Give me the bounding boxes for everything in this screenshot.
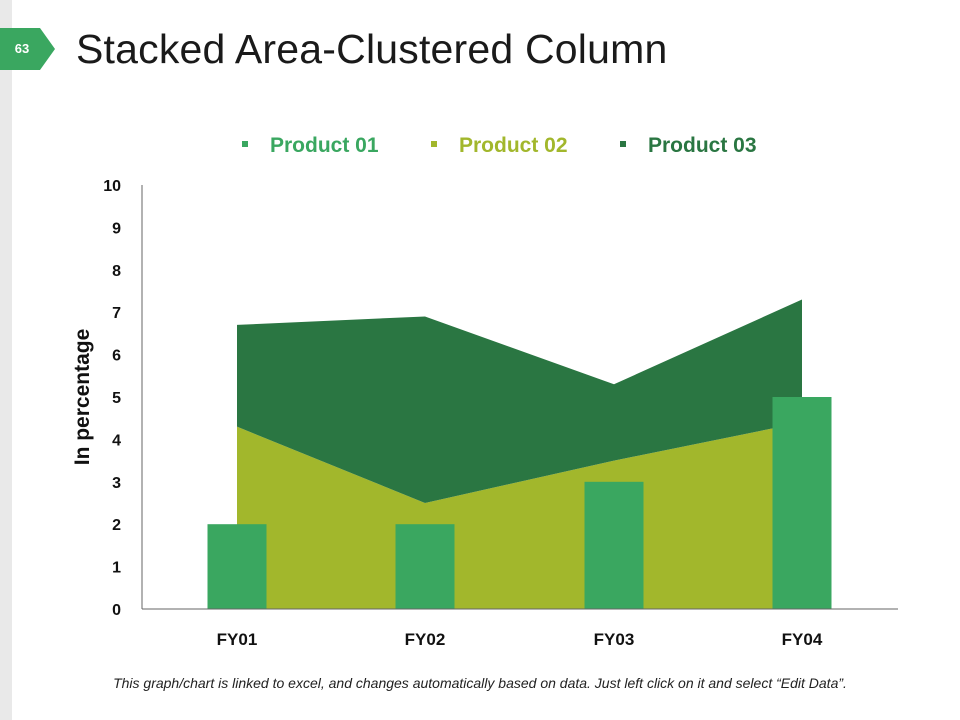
x-tick-label: FY04 (782, 630, 823, 649)
x-tick-label: FY01 (217, 630, 258, 649)
y-tick-label: 1 (112, 560, 121, 577)
bar-product-01-fy03 (584, 481, 644, 609)
page-number-badge: 63 (0, 28, 55, 70)
y-tick-label: 3 (112, 475, 121, 492)
left-margin-strip (0, 0, 12, 720)
legend-label: Product 02 (459, 134, 568, 157)
stacked-area-clustered-column-chart: 0 1 2 3 4 5 6 7 8 9 10 FY01 FY02 FY03 FY04 In percentag… (71, 134, 898, 649)
bar-product-01-fy04 (772, 397, 832, 609)
area-product-03 (237, 299, 802, 503)
y-tick-label: 4 (112, 432, 121, 449)
y-tick-label: 7 (112, 305, 121, 322)
y-tick-label: 10 (103, 178, 121, 195)
legend-marker (620, 141, 626, 147)
y-tick-label: 0 (112, 602, 121, 619)
legend-label: Product 01 (270, 134, 379, 157)
x-tick-label: FY03 (594, 630, 635, 649)
y-axis-title: In percentage (71, 329, 94, 466)
y-tick-label: 8 (112, 263, 121, 280)
bar-product-01-fy01 (207, 524, 267, 609)
slide-title: Stacked Area-Clustered Column (76, 26, 668, 72)
y-tick-label: 6 (112, 348, 121, 365)
bar-product-01-fy02 (395, 524, 455, 609)
footnote: This graph/chart is linked to excel, and… (113, 675, 847, 691)
y-tick-label: 5 (112, 390, 121, 407)
x-tick-label: FY02 (405, 630, 446, 649)
page-number: 63 (14, 41, 30, 56)
legend-marker (431, 141, 437, 147)
y-tick-label: 9 (112, 220, 121, 237)
legend-label: Product 03 (648, 134, 757, 157)
legend-marker (242, 141, 248, 147)
badge-arrow-shape (0, 28, 55, 70)
area-product-02 (237, 422, 802, 609)
y-tick-label: 2 (112, 517, 121, 534)
